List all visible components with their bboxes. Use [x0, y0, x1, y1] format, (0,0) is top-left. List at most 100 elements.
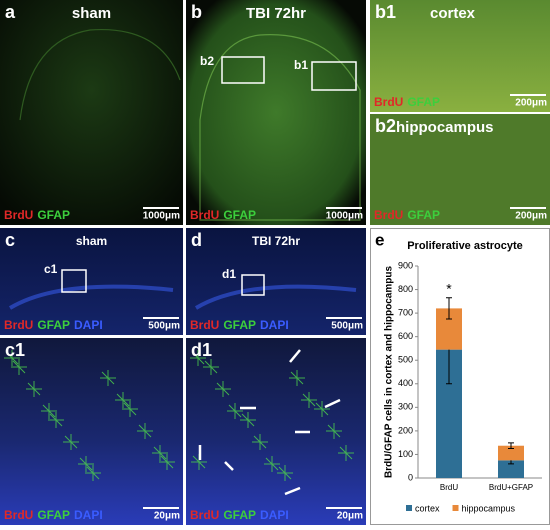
- astrocyte: [63, 434, 79, 450]
- stain-label: BrdU GFAP DAPI: [190, 508, 289, 522]
- error-bar: [508, 442, 514, 450]
- legend-swatch: [406, 505, 412, 511]
- y-tick-label: 700: [398, 307, 413, 317]
- stain: GFAP: [407, 208, 440, 222]
- stain: GFAP: [407, 95, 440, 109]
- tissue-edge: [199, 34, 361, 221]
- y-tick-label: 500: [398, 355, 413, 365]
- astrocyte: [85, 465, 101, 481]
- astrocyte: [301, 392, 317, 408]
- astrocyte: [4, 350, 20, 366]
- legend-label: hippocampus: [462, 503, 516, 513]
- y-tick-label: 100: [398, 449, 413, 459]
- stain: BrdU: [190, 208, 219, 222]
- inset-label: b2: [200, 54, 214, 68]
- bar-segment: [498, 460, 524, 478]
- stain-label: BrdU GFAP: [374, 95, 440, 109]
- micrograph: [0, 0, 183, 225]
- scale-label: 20μm: [337, 511, 363, 522]
- stain-label: BrdU GFAP DAPI: [190, 318, 289, 332]
- stain-label: BrdU GFAP: [190, 208, 256, 222]
- scale-label: 20μm: [154, 511, 180, 522]
- y-tick-label: 200: [398, 425, 413, 435]
- inset-box: [221, 56, 265, 84]
- astrocyte: [137, 423, 153, 439]
- astrocyte: [78, 456, 94, 472]
- panel-letter: d: [191, 230, 202, 250]
- stain: GFAP: [37, 508, 70, 522]
- scale-label: 1000μm: [326, 211, 363, 222]
- astrocyte: [326, 423, 342, 439]
- panel-title: TBI 72hr: [246, 5, 306, 22]
- panel-title: sham: [76, 234, 107, 248]
- inset-label: c1: [44, 262, 58, 276]
- error-bar: [446, 297, 452, 320]
- scale-label: 500μm: [331, 321, 363, 332]
- panel-letter: b: [191, 2, 202, 22]
- arrow: [284, 486, 301, 496]
- scale-label: 1000μm: [143, 211, 180, 222]
- astrocyte: [240, 412, 256, 428]
- scale-label: 200μm: [515, 98, 547, 109]
- panel-letter: b2: [375, 116, 396, 136]
- stain: DAPI: [74, 318, 103, 332]
- arrow: [324, 398, 341, 409]
- hippocampus-layer: [8, 284, 174, 310]
- legend-label: cortex: [415, 503, 440, 513]
- y-tick-label: 600: [398, 331, 413, 341]
- tissue-edge: [19, 28, 181, 121]
- astrocyte: [152, 445, 168, 461]
- micrograph: [0, 338, 183, 525]
- hippocampus-layer: [194, 284, 357, 310]
- inset-box: [241, 274, 265, 296]
- stain: DAPI: [74, 508, 103, 522]
- micrograph: [186, 0, 366, 225]
- stain: BrdU: [190, 508, 219, 522]
- x-tick-label: BrdU+GFAP: [489, 483, 533, 492]
- panel-letter: c1: [5, 340, 25, 360]
- panel-title: TBI 72hr: [252, 234, 300, 248]
- astrocyte: [264, 456, 280, 472]
- scale-label: 200μm: [515, 211, 547, 222]
- astrocyte: [190, 350, 206, 366]
- arrow: [224, 461, 234, 471]
- scale-label: 500μm: [148, 321, 180, 332]
- panel-title: cortex: [430, 5, 476, 22]
- stain: DAPI: [260, 508, 289, 522]
- astrocyte: [252, 434, 268, 450]
- astrocyte: [122, 401, 138, 417]
- stain: DAPI: [260, 318, 289, 332]
- y-tick-label: 400: [398, 378, 413, 388]
- panel-letter: d1: [191, 340, 212, 360]
- stain: GFAP: [223, 208, 256, 222]
- astrocyte: [227, 403, 243, 419]
- chart-title: Proliferative astrocyte: [407, 240, 523, 252]
- y-tick-label: 800: [398, 284, 413, 294]
- arrow: [289, 349, 301, 363]
- micrograph: [370, 114, 550, 225]
- stain: BrdU: [4, 318, 33, 332]
- astrocyte: [115, 392, 131, 408]
- stain: GFAP: [37, 208, 70, 222]
- stain: BrdU: [4, 208, 33, 222]
- stain-label: BrdU GFAP: [4, 208, 70, 222]
- astrocyte: [11, 359, 27, 375]
- inset-label: d1: [222, 267, 236, 281]
- inset-box: [311, 61, 357, 91]
- stain-label: BrdU GFAP DAPI: [4, 318, 103, 332]
- astrocyte: [159, 454, 175, 470]
- stain: BrdU: [4, 508, 33, 522]
- astrocyte: [26, 381, 42, 397]
- astrocyte: [314, 401, 330, 417]
- panel-title: hippocampus: [396, 119, 494, 136]
- stain: GFAP: [37, 318, 70, 332]
- astrocyte: [203, 359, 219, 375]
- bar-segment: [498, 445, 524, 461]
- stain-label: BrdU GFAP: [374, 208, 440, 222]
- panel-letter: b1: [375, 2, 396, 22]
- y-tick-label: 300: [398, 402, 413, 412]
- legend-swatch: [452, 505, 459, 511]
- panel-letter: a: [5, 2, 16, 22]
- stain: BrdU: [374, 208, 403, 222]
